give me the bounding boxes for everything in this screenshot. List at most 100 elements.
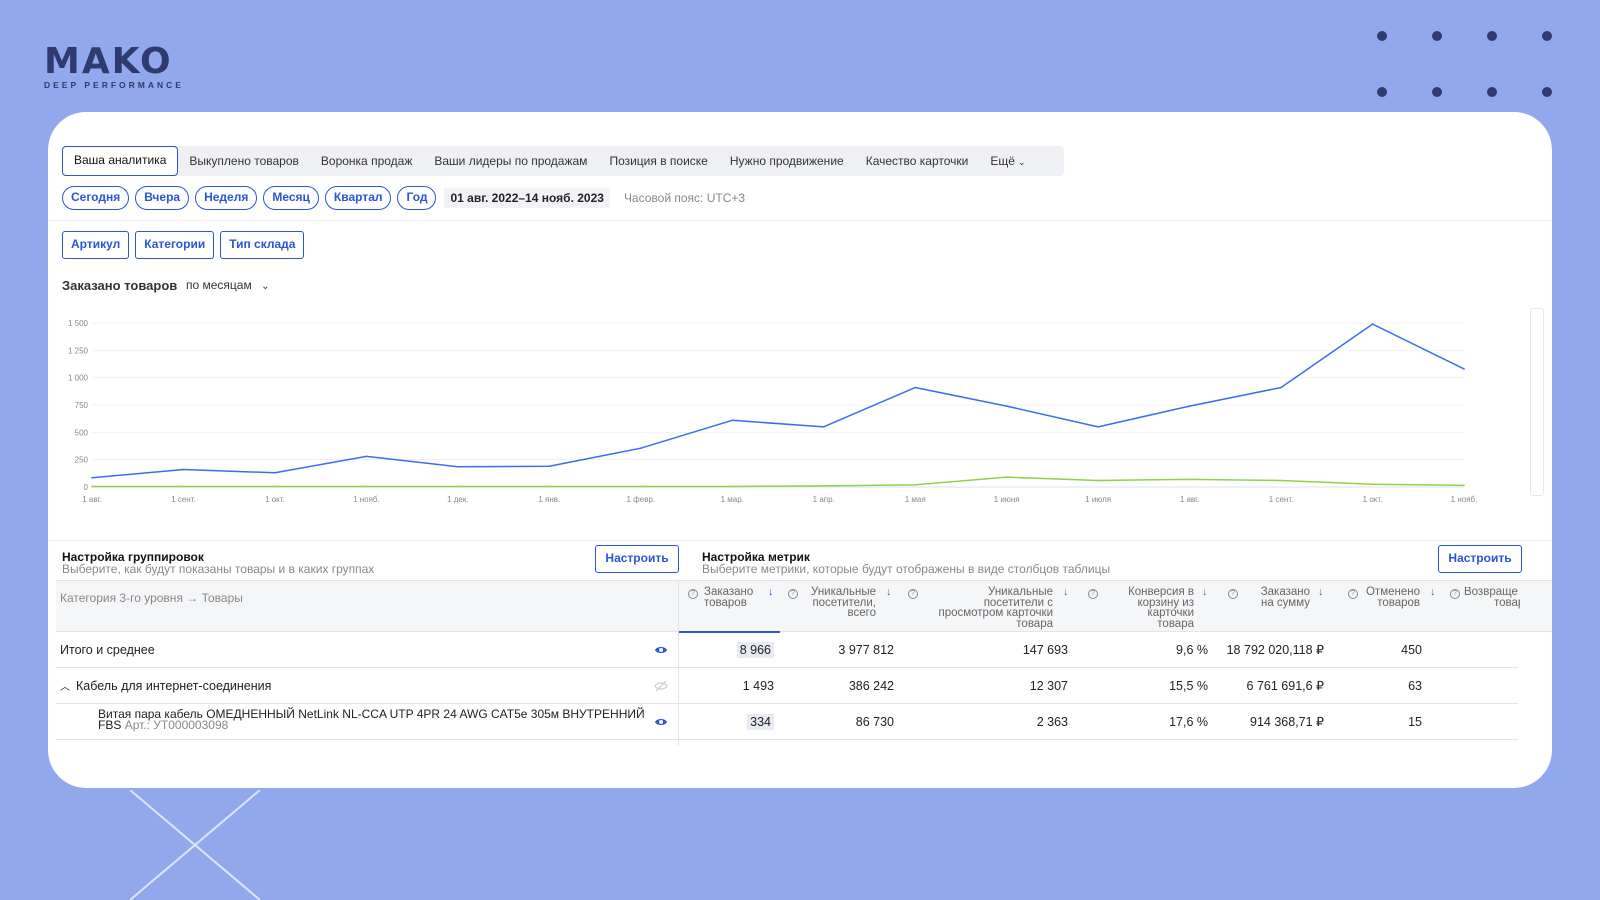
period-year[interactable]: Год [397, 186, 437, 210]
x-tick-label: 1 июня [994, 495, 1020, 504]
help-icon[interactable]: ? [908, 589, 918, 599]
tab-needs-promotion[interactable]: Нужно продвижение [729, 154, 844, 168]
column-header-line: товаров [1377, 596, 1420, 609]
period-today[interactable]: Сегодня [62, 186, 130, 210]
sort-desc-icon[interactable]: ↓ [768, 586, 774, 598]
x-tick-label: 1 окт. [265, 495, 285, 504]
period-month[interactable]: Месяц [263, 186, 319, 210]
help-icon[interactable]: ? [1088, 589, 1098, 599]
sort-icon[interactable]: ↓ [886, 586, 892, 598]
tab-more[interactable]: Ещё ⌄ [979, 146, 1036, 176]
decor-cross [130, 790, 261, 900]
decor-dot [1542, 87, 1552, 97]
help-icon[interactable]: ? [688, 589, 698, 599]
brand-tagline: DEEP PERFORMANCE [44, 80, 184, 90]
column-header-line: на сумму [1260, 596, 1310, 609]
table-row-product[interactable]: Витая пара кабель ОМЕДНЕННЫЙ NetLink NL-… [56, 704, 1518, 740]
column-header-ordered-sum[interactable]: ? Заказано на сумму ↓ [1228, 586, 1324, 609]
eye-icon[interactable] [654, 716, 668, 728]
tab-search-position[interactable]: Позиция в поиске [609, 154, 708, 168]
data-point [457, 465, 459, 468]
data-point [1371, 323, 1374, 325]
cell-cancelled: 15 [1408, 715, 1422, 729]
grouping-configure-button[interactable]: Настроить [595, 545, 679, 573]
chevron-down-icon: ⌄ [261, 281, 270, 292]
cell-ordered: 334 [680, 704, 774, 740]
product-name[interactable]: Витая пара кабель ОМЕДНЕННЫЙ NetLink NL-… [98, 707, 658, 732]
decor-dot [1542, 31, 1552, 41]
column-header-line: корзину из [1137, 596, 1194, 609]
column-header-line: Отменено [1365, 586, 1420, 598]
decor-dot [1432, 87, 1442, 97]
help-icon[interactable]: ? [788, 589, 798, 599]
data-point [1463, 484, 1465, 487]
sort-icon[interactable]: ↓ [1430, 586, 1436, 598]
sort-icon[interactable]: ↓ [1202, 586, 1208, 598]
series-line-1 [92, 476, 1465, 488]
column-header-visitors-with-view[interactable]: ? Уникальные посетители с просмотром кар… [908, 587, 1069, 629]
grouping-title: Настройка группировок [62, 550, 204, 564]
column-header-cancelled[interactable]: ? Отменено товаров ↓ [1348, 586, 1436, 609]
date-range-picker[interactable]: 01 авг. 2022–14 нояб. 2023 [444, 188, 610, 208]
cell-visitors-with-view: 12 307 [1029, 679, 1068, 693]
period-week[interactable]: Неделя [195, 186, 258, 210]
filter-warehouse-type-button[interactable]: Тип склада [220, 231, 305, 259]
chevron-up-icon[interactable]: ︿ [60, 682, 70, 693]
tab-bought-out[interactable]: Выкуплено товаров [189, 154, 299, 168]
help-icon[interactable]: ? [1348, 589, 1358, 599]
tab-card-quality[interactable]: Качество карточки [865, 154, 969, 168]
table-row-totals[interactable]: Итого и среднее 8 966 3 977 812 147 693 … [56, 632, 1518, 668]
x-tick-label: 1 апр. [813, 495, 835, 504]
column-header-ordered[interactable]: ? Заказано товаров ↓ [686, 587, 776, 608]
cell-conversion: 17,6 % [1169, 715, 1208, 729]
column-header-returned[interactable]: ? Возвраще товар [1450, 587, 1520, 617]
help-icon[interactable]: ? [1228, 589, 1238, 599]
metrics-title: Настройка метрик [702, 550, 810, 564]
decor-dot [1487, 87, 1497, 97]
y-tick-label: 1 500 [68, 319, 89, 328]
cell-visitors-with-view: 147 693 [1022, 643, 1068, 657]
column-header-category[interactable]: Категория 3-го уровня → Товары [60, 591, 243, 605]
eye-off-icon[interactable] [654, 680, 668, 692]
brand-logo: MAKO DEEP PERFORMANCE [44, 41, 184, 91]
divider [48, 540, 1552, 541]
tab-sales-leaders[interactable]: Ваши лидеры по продажам [434, 154, 588, 168]
cell-value: 334 [747, 714, 774, 730]
granularity-select[interactable]: по месяцам ⌄ [186, 278, 269, 292]
sort-icon[interactable]: ↓ [1318, 586, 1324, 598]
metrics-configure-button[interactable]: Настроить [1438, 545, 1522, 573]
x-tick-label: 1 сент. [171, 495, 196, 504]
timezone-label: Часовой пояс: UTC+3 [623, 191, 746, 205]
chart-scrollbar[interactable] [1530, 308, 1544, 496]
data-point [548, 465, 551, 468]
column-header-cart-conversion[interactable]: ? Конверсия в корзину из карточки товара… [1088, 586, 1208, 629]
analytics-panel: Ваша аналитика Выкуплено товаров Воронка… [48, 112, 1552, 788]
column-header-line: просмотром карточки [938, 607, 1053, 619]
decor-dot [1487, 31, 1497, 41]
filter-categories-button[interactable]: Категории [135, 231, 215, 259]
x-tick-label: 1 сент. [1269, 495, 1294, 504]
data-point [1188, 405, 1191, 407]
filter-article-button[interactable]: Артикул [62, 231, 130, 259]
x-tick-label: 1 янв. [538, 495, 560, 504]
product-title: Витая пара кабель ОМЕДНЕННЫЙ NetLink NL-… [98, 707, 645, 732]
tab-your-analytics[interactable]: Ваша аналитика [62, 146, 179, 176]
data-point [548, 485, 551, 488]
brand-name: MAKO [44, 41, 173, 82]
column-header-unique-visitors[interactable]: ? Уникальные посетители, всего ↓ [788, 587, 892, 619]
data-point [1005, 476, 1008, 478]
eye-icon[interactable] [654, 644, 668, 656]
period-yesterday[interactable]: Вчера [135, 186, 190, 210]
period-quarter[interactable]: Квартал [324, 186, 392, 210]
series-line-0 [91, 323, 1465, 479]
column-header-line: Заказано [1260, 586, 1310, 598]
x-tick-label: 1 нояб. [1451, 495, 1478, 504]
column-header-line: Конверсия в [1128, 586, 1194, 598]
data-point [365, 485, 368, 488]
row-name: Кабель для интернет-соединения [76, 679, 272, 693]
tab-sales-funnel[interactable]: Воронка продаж [320, 154, 413, 168]
cell-cancelled: 63 [1408, 679, 1422, 693]
table-row-category[interactable]: ︿ Кабель для интернет-соединения 1 493 38… [56, 668, 1518, 704]
help-icon[interactable]: ? [1450, 589, 1460, 599]
sort-icon[interactable]: ↓ [1063, 586, 1069, 598]
